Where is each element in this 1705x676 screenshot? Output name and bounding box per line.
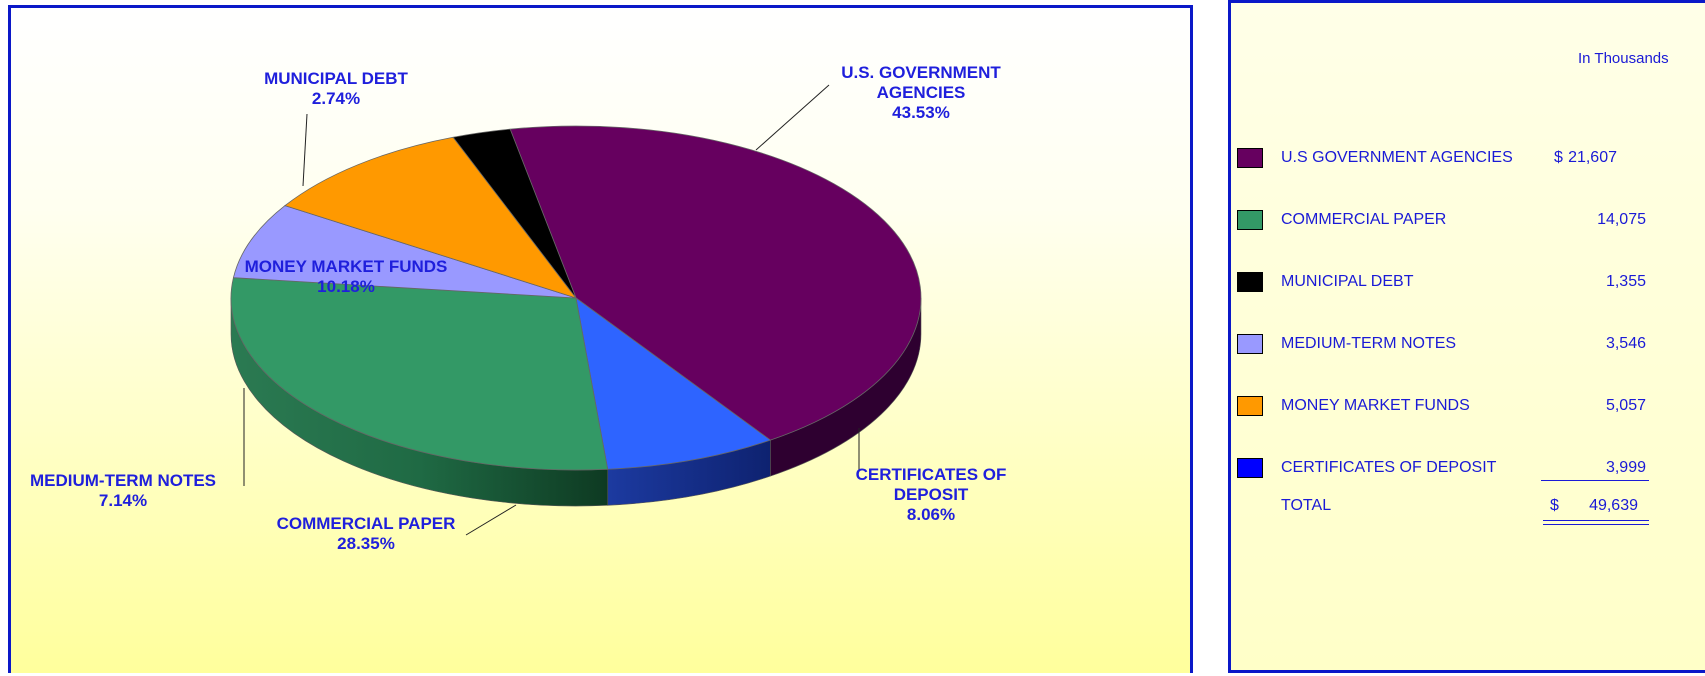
legend-swatch (1237, 334, 1263, 354)
leader-line-cp (465, 504, 517, 536)
slice-label-us_gov: U.S. GOVERNMENT AGENCIES 43.53% (841, 63, 1001, 122)
legend-amount: 3,999 (1605, 459, 1646, 476)
unit-label: In Thousands (1578, 50, 1669, 67)
legend-label: CERTIFICATES OF DEPOSIT (1281, 459, 1497, 476)
pie-slice-muni (452, 128, 577, 299)
leader-line-muni (302, 113, 308, 187)
legend-amount: 3,546 (1605, 335, 1646, 352)
slice-label-cp: COMMERCIAL PAPER 28.35% (277, 514, 456, 553)
legend-swatch (1237, 396, 1263, 416)
total-label: TOTAL (1281, 497, 1332, 514)
legend-swatch (1237, 210, 1263, 230)
pie-slice-mtn (232, 205, 577, 299)
total-dollar-sign: $ (1550, 497, 1559, 514)
pie-slice-cd (575, 297, 772, 470)
legend-panel: In Thousands U.S GOVERNMENT AGENCIES $21,… (1228, 0, 1705, 673)
legend-amount: 5,057 (1605, 397, 1646, 414)
legend-swatch (1237, 272, 1263, 292)
slice-label-muni: MUNICIPAL DEBT 2.74% (264, 69, 408, 108)
pie-slice-mmf (284, 136, 578, 299)
subtotal-rule (1541, 480, 1649, 481)
legend-label: MEDIUM-TERM NOTES (1281, 335, 1457, 352)
legend-label: MONEY MARKET FUNDS (1281, 397, 1470, 414)
slice-label-mtn: MEDIUM-TERM NOTES 7.14% (30, 471, 216, 510)
total-amount: 49,639 (1589, 497, 1638, 514)
legend-label: MUNICIPAL DEBT (1281, 273, 1414, 290)
pie-slice-cp (230, 277, 609, 471)
legend-label: COMMERCIAL PAPER (1281, 211, 1447, 228)
legend-amount: 21,607 (1568, 149, 1617, 166)
leader-line-us_gov (755, 84, 830, 151)
slice-label-mmf: MONEY MARKET FUNDS 10.18% (245, 257, 448, 296)
legend-label: U.S GOVERNMENT AGENCIES (1281, 149, 1513, 166)
legend-dollar-sign: $ (1554, 149, 1563, 166)
legend-amount: 1,355 (1605, 273, 1646, 290)
legend-amount: 14,075 (1597, 211, 1646, 228)
pie-chart-panel: U.S. GOVERNMENT AGENCIES 43.53% CERTIFICATE… (8, 5, 1193, 673)
legend-swatch (1237, 458, 1263, 478)
legend-swatch (1237, 148, 1263, 168)
total-double-rule (1543, 524, 1649, 525)
total-double-rule (1543, 520, 1649, 521)
slice-label-cd: CERTIFICATES OF DEPOSIT 8.06% (856, 465, 1007, 524)
pie-slice-us_gov (509, 125, 922, 441)
pie-chart: U.S. GOVERNMENT AGENCIES 43.53% CERTIFICATE… (30, 63, 1007, 553)
